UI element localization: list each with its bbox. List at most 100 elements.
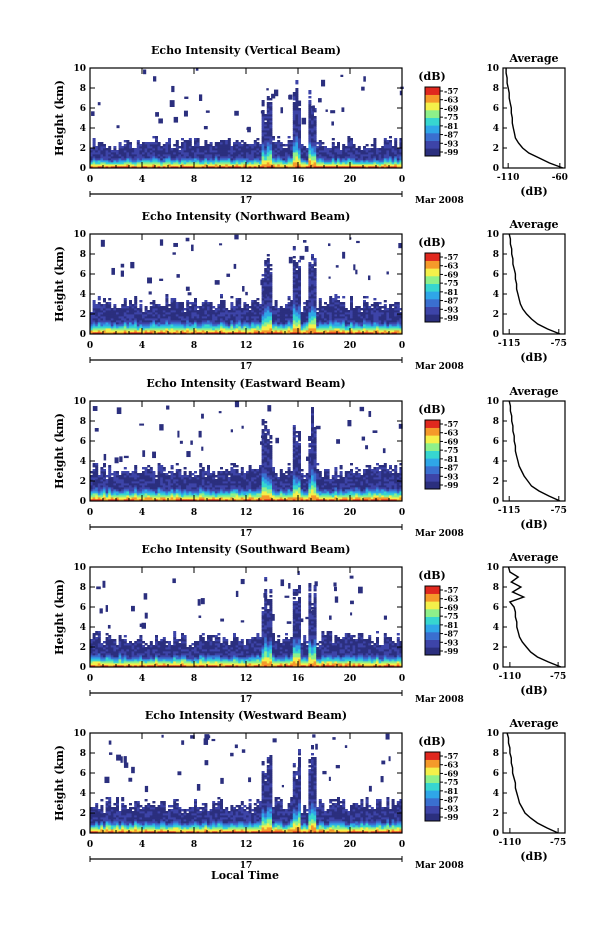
heatmap-cell — [368, 160, 372, 163]
heatmap-cell — [108, 467, 112, 470]
heatmap-cell — [90, 162, 93, 165]
heatmap-cell — [264, 166, 268, 169]
heatmap-cell — [308, 126, 312, 129]
heatmap-cell — [318, 98, 322, 103]
heatmap-cell — [256, 142, 260, 145]
heatmap-cell — [186, 326, 190, 329]
heatmap-cell — [305, 166, 309, 169]
heatmap-cell — [129, 148, 132, 151]
heatmap-cell — [383, 158, 387, 161]
heatmap-cell — [266, 284, 270, 287]
heatmap-cell — [246, 324, 249, 327]
heatmap-cell — [324, 148, 327, 151]
heatmap-cell — [370, 332, 374, 335]
heatmap-cell — [204, 164, 208, 167]
heatmap-cell — [300, 330, 304, 333]
heatmap-cell — [108, 316, 112, 319]
heatmap-cell — [134, 164, 138, 167]
heatmap-cell — [118, 154, 122, 157]
heatmap-cell — [162, 483, 166, 486]
heatmap-cell — [277, 144, 281, 147]
heatmap-cell — [160, 316, 164, 319]
heatmap-cell — [165, 144, 169, 147]
heatmap-cell — [220, 479, 223, 482]
heatmap-cell — [217, 316, 221, 319]
heatmap-cell — [394, 144, 398, 147]
heatmap-cell — [311, 256, 314, 259]
heatmap-cell — [116, 495, 119, 498]
heatmap-cell — [155, 318, 158, 321]
heatmap-cell — [360, 162, 364, 165]
heatmap-cell — [378, 314, 382, 317]
heatmap-cell — [97, 148, 101, 151]
heatmap-cell — [334, 308, 338, 311]
heatmap-cell — [139, 487, 143, 490]
heatmap-cell — [103, 308, 106, 311]
heatmap-cell — [175, 497, 179, 500]
heatmap-cell — [136, 330, 140, 333]
heatmap-cell — [298, 314, 301, 317]
heatmap-cell — [321, 160, 325, 163]
heatmap-cell — [311, 266, 314, 269]
heatmap-cell — [235, 328, 239, 331]
heatmap-cell — [173, 152, 177, 155]
heatmap-cell — [292, 114, 296, 117]
heatmap-cell — [282, 314, 286, 317]
heatmap-cell — [269, 102, 273, 105]
heatmap-cell — [253, 140, 257, 143]
heatmap-cell — [285, 156, 288, 159]
heatmap-cell — [178, 328, 182, 331]
heatmap-cell — [298, 160, 301, 163]
heatmap-cell — [274, 316, 278, 319]
heatmap-cell — [266, 294, 270, 297]
heatmap-cell — [134, 491, 138, 494]
heatmap-cell — [168, 491, 171, 494]
heatmap-cell — [295, 94, 299, 97]
heatmap-cell — [165, 150, 169, 153]
heatmap-cell — [288, 94, 293, 100]
heatmap-cell — [100, 497, 104, 500]
heatmap-cell — [160, 491, 164, 494]
heatmap-cell — [334, 146, 338, 149]
heatmap-cell — [324, 314, 327, 317]
heatmap-cell — [214, 481, 218, 484]
heatmap-cell — [142, 312, 145, 315]
heatmap-cell — [220, 148, 223, 151]
heatmap-cell — [243, 302, 247, 305]
heatmap-cell — [277, 308, 281, 311]
heatmap-cell — [311, 314, 314, 317]
heatmap-cell — [360, 164, 364, 167]
heatmap-cell — [207, 144, 210, 147]
heatmap-cell — [350, 164, 353, 167]
heatmap-cell — [378, 316, 382, 319]
heatmap-cell — [269, 316, 273, 319]
heatmap-cell — [95, 477, 99, 480]
heatmap-cell — [191, 483, 195, 486]
heatmap-cell — [149, 469, 153, 472]
colorbar-swatch — [425, 148, 440, 157]
heatmap-cell — [295, 146, 299, 149]
heatmap-cell — [129, 473, 132, 476]
heatmap-cell — [287, 154, 291, 157]
heatmap-cell — [350, 298, 353, 301]
heatmap-cell — [298, 156, 301, 159]
heatmap-cell — [220, 322, 223, 325]
heatmap-cell — [220, 497, 223, 500]
heatmap-cell — [235, 314, 239, 317]
heatmap-cell — [378, 306, 382, 309]
heatmap-cell — [196, 487, 200, 490]
heatmap-cell — [207, 156, 210, 159]
heatmap-cell — [152, 324, 156, 327]
heatmap-cell — [188, 485, 192, 488]
heatmap-cell — [227, 473, 231, 476]
heatmap-cell — [204, 320, 208, 323]
heatmap-cell — [121, 322, 125, 325]
heatmap-cell — [370, 312, 374, 315]
colorbar-swatch — [425, 102, 440, 111]
heatmap-cell — [186, 140, 190, 143]
heatmap-cell — [186, 306, 190, 309]
heatmap-cell — [298, 310, 301, 313]
heatmap-cell — [139, 146, 143, 149]
heatmap-cell — [204, 304, 208, 307]
heatmap-cell — [230, 310, 234, 313]
